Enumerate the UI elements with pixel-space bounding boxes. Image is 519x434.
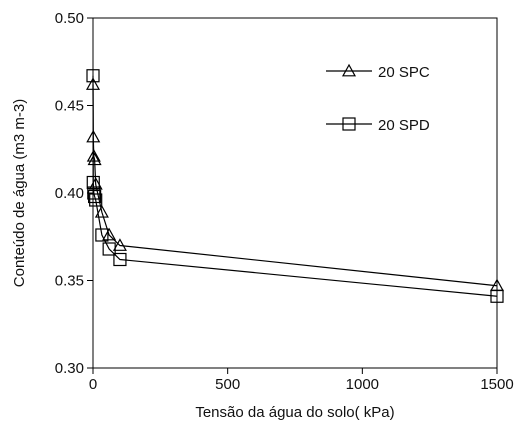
x-tick-label-1: 500 xyxy=(215,376,240,393)
series-1-point-0 xyxy=(86,69,100,83)
y-tick-label-1: 0.35 xyxy=(55,273,84,290)
series-1-line xyxy=(92,75,498,297)
legend-label-0: 20 SPC xyxy=(378,64,430,81)
x-tick-label-3: 1500 xyxy=(480,376,513,393)
legend-marker-1 xyxy=(342,117,356,131)
legend-label-1: 20 SPD xyxy=(378,117,430,134)
series-0-point-3 xyxy=(87,152,102,166)
series-layer xyxy=(85,69,505,303)
y-tick-label-0: 0.30 xyxy=(55,360,84,377)
y-tick-label-3: 0.45 xyxy=(55,98,84,115)
series-1-point-1 xyxy=(86,175,100,190)
legend: 20 SPC 20 SPD xyxy=(326,63,430,134)
x-axis-title: Tensão da água do solo( kPa) xyxy=(195,404,394,421)
series-0-point-5 xyxy=(94,205,109,218)
series-1-point-3 xyxy=(88,189,102,204)
tick-layer: 0.30 0.35 0.40 0.45 0.50 0 500 1000 1500 xyxy=(55,10,514,393)
x-tick-label-0: 0 xyxy=(89,376,97,393)
series-1-point-8 xyxy=(490,289,504,303)
series-1-point-4 xyxy=(89,193,103,207)
plot-area xyxy=(92,17,498,369)
series-0-point-6 xyxy=(102,227,117,241)
series-1-point-6 xyxy=(102,242,116,256)
y-axis-title: Conteúdo de água (m3 m-3) xyxy=(11,99,28,287)
series-1-point-2 xyxy=(87,186,101,200)
x-tick-label-2: 1000 xyxy=(346,376,379,393)
series-0-point-7 xyxy=(112,238,127,251)
series-1-point-7 xyxy=(113,252,127,267)
series-1-point-5 xyxy=(95,228,109,242)
y-tick-label-4: 0.50 xyxy=(55,10,84,27)
y-tick-label-2: 0.40 xyxy=(55,185,84,202)
legend-marker-0 xyxy=(341,63,357,77)
